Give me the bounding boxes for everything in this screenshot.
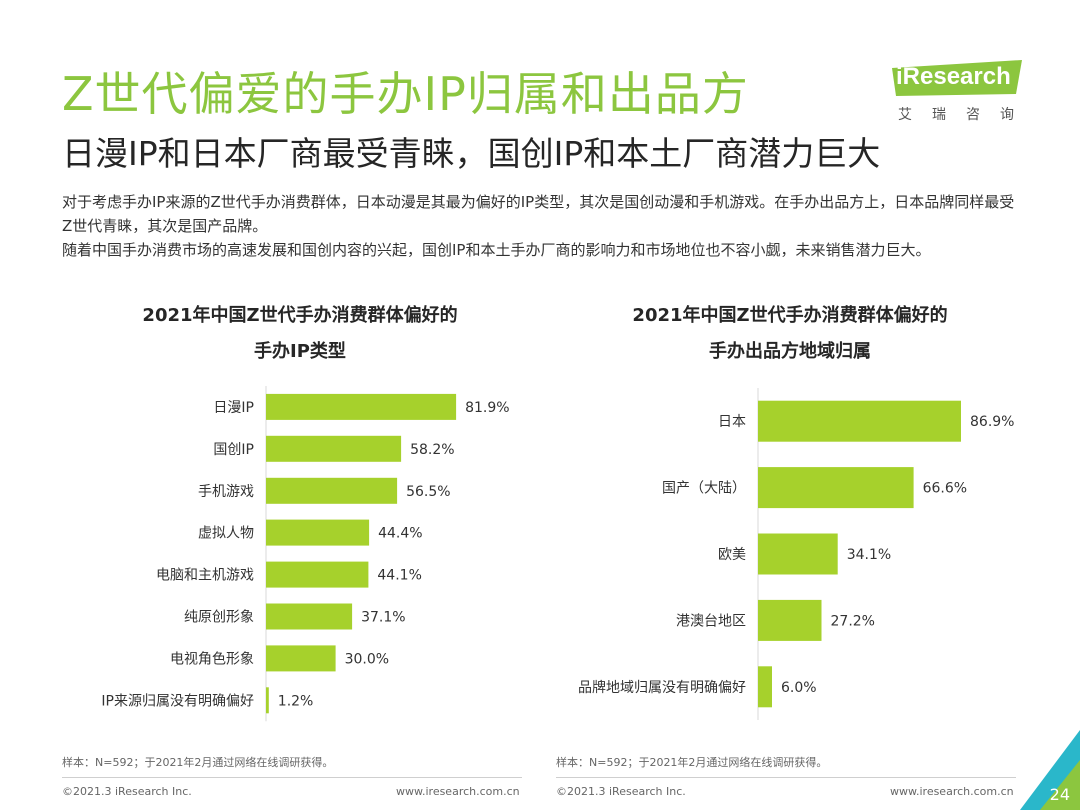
chart-2-category-label: 欧美 [718, 547, 746, 563]
chart-2-category-label: 港澳台地区 [676, 613, 746, 629]
chart-2-bar [758, 400, 961, 442]
chart-2-bar [758, 599, 822, 641]
chart-1-category-label: IP来源归属没有明确偏好 [101, 692, 254, 709]
chart-2-value-label: 34.1% [847, 547, 891, 563]
chart-1-sample-note: 样本：N=592；于2021年2月通过网络在线调研获得。 [62, 756, 334, 769]
chart-1-title: 2021年中国Z世代手办消费群体偏好的 手办IP类型 [60, 298, 540, 370]
chart-1-category-label: 国创IP [213, 442, 254, 458]
chart-2-value-label: 66.6% [923, 481, 967, 497]
chart-1-category-label: 虚拟人物 [198, 526, 254, 542]
page-title: Z世代偏爱的手办IP归属和出品方 [62, 67, 749, 121]
chart-1-value-label: 30.0% [345, 651, 389, 667]
chart-1-bar [266, 519, 370, 546]
page-subtitle: 日漫IP和日本厂商最受青睐，国创IP和本土厂商潜力巨大 [62, 134, 881, 173]
logo-cn-text: 艾瑞咨询 [898, 107, 1034, 123]
chart-2-value-label: 6.0% [781, 680, 817, 696]
chart-1-value-label: 37.1% [361, 610, 405, 626]
chart-2-category-label: 品牌地域归属没有明确偏好 [578, 679, 746, 696]
chart-2-category-label: 国产（大陆） [662, 481, 746, 497]
chart-1-category-label: 手机游戏 [198, 484, 254, 500]
chart-1-value-label: 58.2% [410, 442, 454, 458]
chart-2-bar [758, 666, 772, 708]
chart-1-value-label: 56.5% [406, 484, 450, 500]
footer-copyright-left: ©2021.3 iResearch Inc. [62, 785, 192, 798]
logo-banner-shape [892, 60, 1022, 96]
footer-divider-right [556, 777, 1016, 778]
page-number: 24 [1049, 785, 1070, 804]
iresearch-logo: iResearch 艾瑞咨询 [892, 60, 1032, 124]
footer-copyright-right: ©2021.3 iResearch Inc. [556, 785, 686, 798]
chart-1-bar [266, 435, 402, 462]
summary-paragraph-1: 对于考虑手办IP来源的Z世代手办消费群体，日本动漫是其最为偏好的IP类型，其次是… [62, 193, 1015, 235]
chart-2-bar [758, 533, 838, 575]
chart-1-bar [266, 603, 353, 630]
chart-1-bar [266, 561, 369, 588]
summary-paragraph-2: 随着中国手办消费市场的高速发展和国创内容的兴起，国创IP和本土手办厂商的影响力和… [62, 241, 931, 259]
footer-divider-left [62, 777, 522, 778]
footer-url-left[interactable]: www.iresearch.com.cn [396, 785, 520, 798]
chart-1-bar [266, 477, 398, 504]
chart-2-title: 2021年中国Z世代手办消费群体偏好的 手办出品方地域归属 [550, 298, 1030, 370]
chart-2-value-label: 86.9% [970, 414, 1014, 430]
corner-decoration [1020, 730, 1080, 810]
chart-2-title-line2: 手办出品方地域归属 [709, 341, 871, 362]
chart-1-category-label: 电视角色形象 [170, 650, 254, 667]
chart-1-title-line1: 2021年中国Z世代手办消费群体偏好的 [142, 305, 458, 326]
chart-1-value-label: 81.9% [465, 400, 509, 416]
chart-1-bar [266, 687, 269, 714]
footer-url-right[interactable]: www.iresearch.com.cn [890, 785, 1014, 798]
chart-1-value-label: 44.4% [378, 526, 422, 542]
chart-1-category-label: 纯原创形象 [184, 610, 254, 626]
chart-1-category-label: 日漫IP [213, 400, 254, 416]
chart-2-bar [758, 467, 914, 509]
chart-2-sample-note: 样本：N=592；于2021年2月通过网络在线调研获得。 [556, 756, 828, 769]
chart-2-value-label: 27.2% [831, 613, 875, 629]
chart-1-value-label: 1.2% [278, 693, 314, 709]
chart-2-category-label: 日本 [718, 414, 746, 430]
chart-2-title-line1: 2021年中国Z世代手办消费群体偏好的 [632, 305, 948, 326]
chart-1-bar [266, 645, 336, 672]
chart-1-bar [266, 393, 457, 420]
chart-1-title-line2: 手办IP类型 [254, 341, 346, 362]
chart-1-value-label: 44.1% [377, 568, 421, 584]
summary-text: 对于考虑手办IP来源的Z世代手办消费群体，日本动漫是其最为偏好的IP类型，其次是… [62, 190, 1022, 262]
logo-text: iResearch [896, 63, 1011, 90]
chart-1-category-label: 电脑和主机游戏 [156, 568, 254, 584]
